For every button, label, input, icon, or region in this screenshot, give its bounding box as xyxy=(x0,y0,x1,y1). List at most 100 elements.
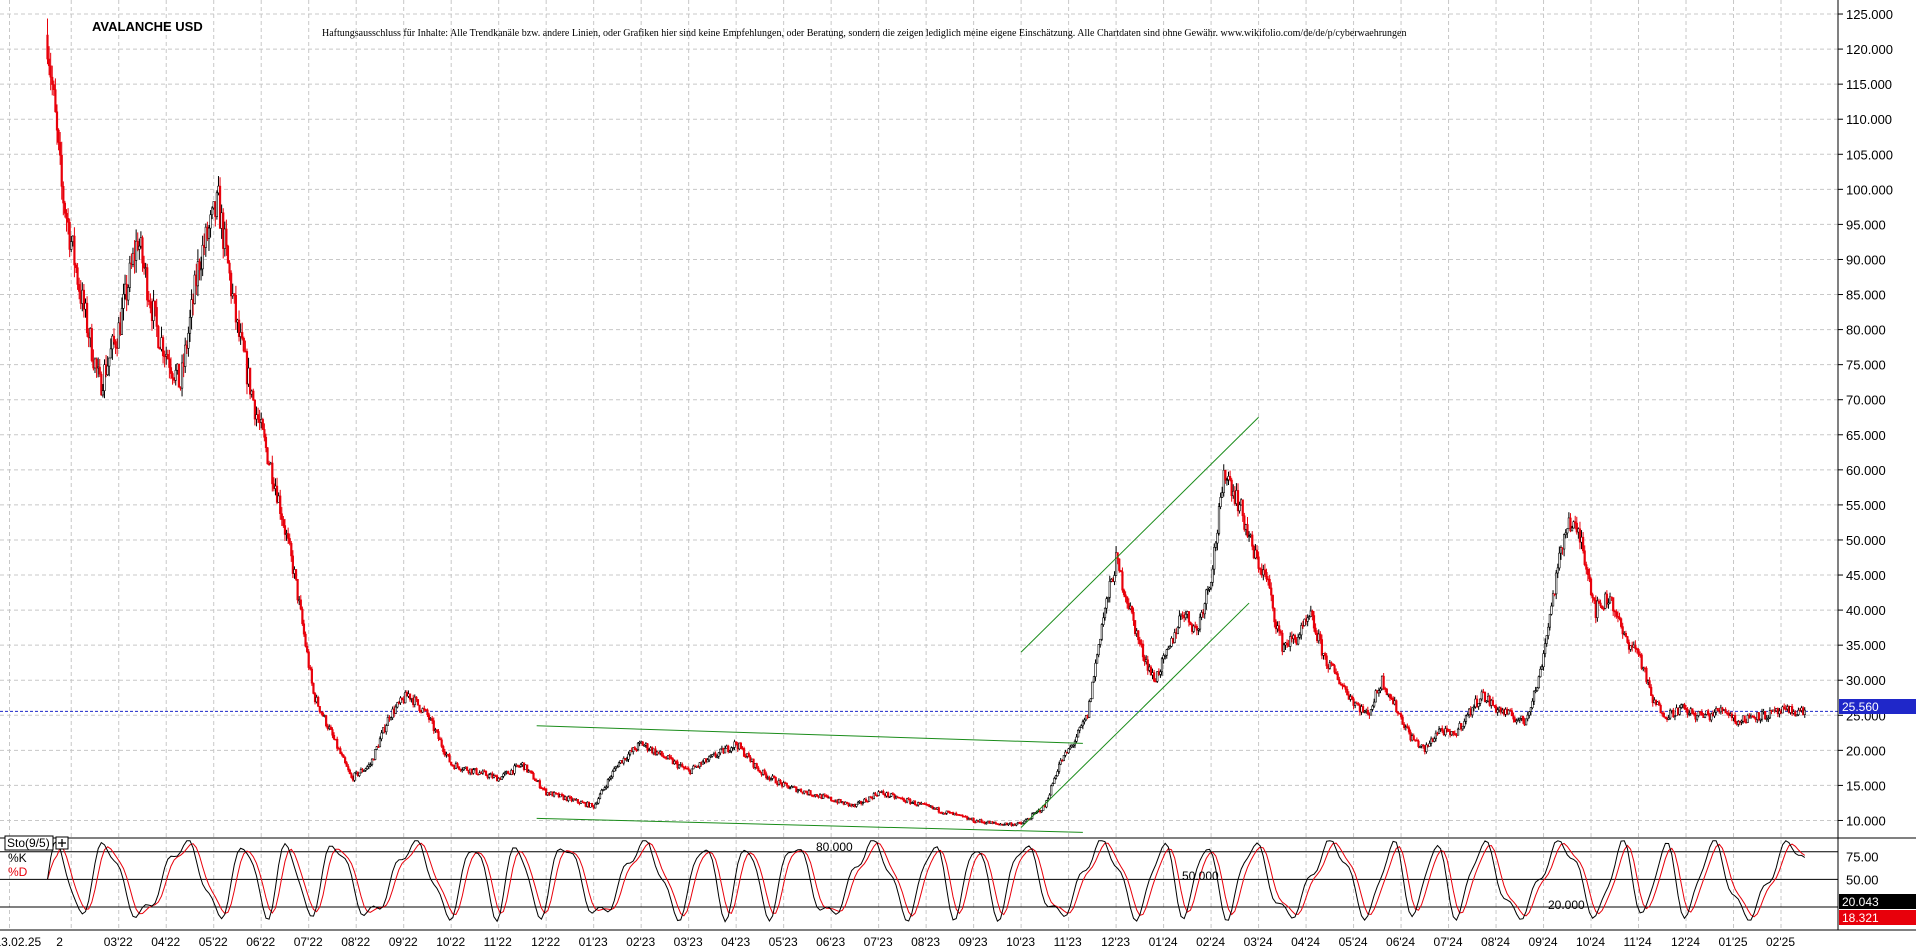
candle-body xyxy=(907,798,910,801)
candle-body xyxy=(1464,715,1468,722)
candle-body xyxy=(966,816,969,820)
candle-body xyxy=(1752,715,1756,718)
candle-body xyxy=(169,367,173,374)
time-tick-label: 12'23 xyxy=(1101,935,1130,948)
candle-body xyxy=(146,267,149,301)
candle-body xyxy=(112,335,116,342)
candle-body xyxy=(336,738,339,749)
candle-body xyxy=(95,358,98,369)
candle-body xyxy=(317,696,320,707)
candle-body xyxy=(733,741,736,748)
candle-body xyxy=(709,755,712,758)
time-tick-label: 08'23 xyxy=(911,935,940,948)
candle-body xyxy=(218,185,222,229)
candle-body xyxy=(1703,714,1707,719)
candle-body xyxy=(1534,690,1537,692)
candle-body xyxy=(1566,528,1569,534)
candle-body xyxy=(106,365,109,375)
candle-body xyxy=(1132,611,1135,621)
candle-body xyxy=(168,358,171,368)
candle-body xyxy=(321,712,325,717)
stochastic-lines xyxy=(47,840,1806,923)
candle-body xyxy=(1271,594,1274,609)
indicator-name-box[interactable] xyxy=(4,835,54,851)
candle-body xyxy=(1444,728,1447,736)
candle-body xyxy=(108,357,111,367)
candle-body xyxy=(288,538,291,544)
candle-body xyxy=(211,207,214,216)
candle-body xyxy=(1285,642,1289,645)
candle-body xyxy=(739,742,742,749)
candle-body xyxy=(1591,594,1594,598)
candle-body xyxy=(127,287,130,301)
time-tick-label: 05'23 xyxy=(769,935,798,948)
stoch-k-marker: 20.043 xyxy=(1839,894,1916,909)
candle-body xyxy=(1602,608,1605,610)
candle-body xyxy=(1463,721,1466,727)
candle-body xyxy=(325,715,328,727)
candle-body xyxy=(142,262,146,269)
candle-body xyxy=(1002,824,1005,826)
candle-body xyxy=(1195,626,1198,631)
candle-body xyxy=(180,362,184,389)
candle-body xyxy=(1624,633,1627,637)
candle-body xyxy=(1092,676,1096,683)
candle-body xyxy=(1382,675,1385,689)
candle-body xyxy=(245,351,249,385)
stoch-k-value: 20.043 xyxy=(1842,895,1879,909)
candle-body xyxy=(375,746,378,750)
candle-body xyxy=(796,789,799,793)
candle-body xyxy=(611,771,614,778)
candle-body xyxy=(955,812,958,815)
candle-body xyxy=(1691,708,1694,714)
candle-body xyxy=(1529,707,1532,712)
candle-body xyxy=(59,142,62,156)
candle-body xyxy=(141,237,144,264)
candle-body xyxy=(1569,517,1572,532)
candle-body xyxy=(193,274,196,304)
candle-body xyxy=(663,756,667,759)
candle-body xyxy=(394,706,397,714)
level-50-label: 50.000 xyxy=(1182,869,1219,883)
candle-body xyxy=(78,284,81,292)
candle-body xyxy=(136,240,139,250)
trendline xyxy=(1020,602,1250,828)
price-tick-label: 15.000 xyxy=(1846,778,1886,793)
candle-body xyxy=(594,803,597,809)
candle-body xyxy=(55,111,59,131)
candle-body xyxy=(937,807,940,813)
candle-body xyxy=(1537,676,1540,689)
candle-body xyxy=(1040,810,1043,813)
candle-body xyxy=(1236,490,1240,512)
candle-body xyxy=(1069,746,1072,750)
candle-body xyxy=(757,767,760,772)
candle-body xyxy=(380,732,383,740)
candle-body xyxy=(66,218,70,223)
candle-body xyxy=(399,697,402,704)
candle-body xyxy=(538,780,541,788)
candle-body xyxy=(166,354,169,360)
price-grid xyxy=(0,0,1843,930)
candle-body xyxy=(606,779,610,788)
candle-body xyxy=(765,773,768,779)
candle-body xyxy=(646,743,649,751)
candle-body xyxy=(731,747,735,749)
candle-body xyxy=(296,579,299,601)
candle-body xyxy=(758,770,761,773)
candle-body xyxy=(76,267,79,285)
candle-body xyxy=(608,777,611,780)
candle-body xyxy=(1526,714,1529,720)
candle-body xyxy=(1425,744,1428,752)
candle-body xyxy=(1278,625,1281,632)
candle-body xyxy=(994,822,997,824)
candle-body xyxy=(280,513,283,520)
candle-body xyxy=(462,767,465,771)
candle-body xyxy=(1325,655,1328,667)
candle-body xyxy=(1357,703,1360,706)
candle-body xyxy=(1105,598,1108,609)
time-tick-label: 06'24 xyxy=(1386,935,1415,948)
candle-body xyxy=(345,762,348,767)
candle-body xyxy=(1575,522,1578,533)
